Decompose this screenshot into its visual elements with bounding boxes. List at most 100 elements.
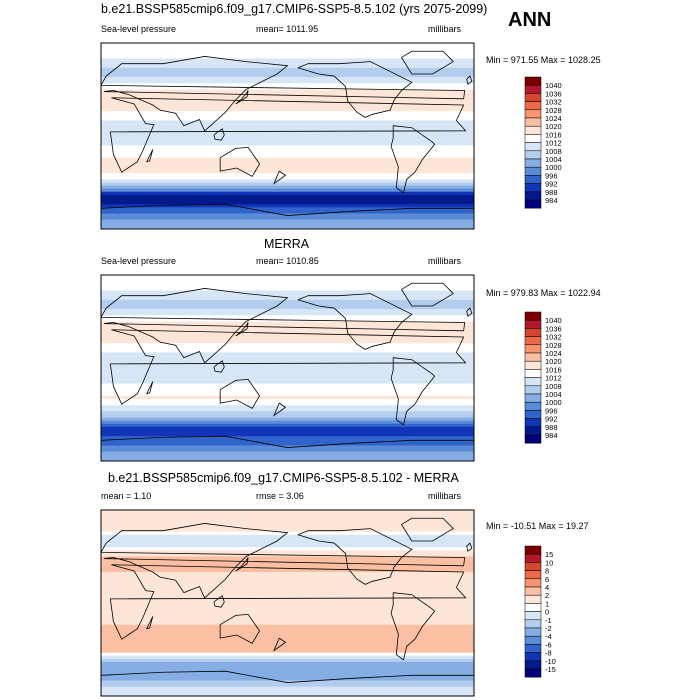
lat-band	[101, 556, 474, 561]
lat-band	[101, 70, 474, 75]
colorbar-box	[524, 158, 542, 168]
coastline	[109, 97, 467, 173]
lat-band	[101, 194, 474, 199]
coastline	[109, 564, 467, 640]
colorbar-tick-label: 4	[545, 583, 549, 592]
lat-band	[101, 448, 474, 453]
lat-band	[101, 671, 474, 675]
lat-band	[101, 599, 474, 604]
lat-band	[101, 64, 474, 69]
lat-band	[101, 111, 474, 115]
lat-band	[101, 148, 474, 153]
colorbar-tick-label: 1004	[545, 390, 562, 399]
lat-band	[101, 299, 474, 304]
lat-band	[101, 562, 474, 567]
lat-band	[101, 411, 474, 416]
coastline	[213, 595, 225, 608]
colorbar-box	[524, 668, 542, 678]
lat-band	[101, 433, 474, 437]
lat-band	[101, 139, 474, 143]
lat-band	[101, 204, 474, 208]
lat-band	[101, 117, 474, 122]
lat-band	[101, 337, 474, 341]
lat-band	[101, 364, 474, 369]
lat-band	[101, 167, 474, 171]
lat-band	[101, 132, 474, 137]
panel3-minmax: Min = -10.51 Max = 19.27	[486, 521, 589, 531]
lat-band	[101, 157, 474, 162]
panel2-left-label: Sea-level pressure	[101, 256, 177, 266]
coastline	[235, 90, 249, 105]
lat-band	[101, 98, 474, 103]
lat-band	[101, 652, 474, 657]
colorbar-box	[524, 360, 542, 370]
lat-band	[101, 537, 474, 542]
lat-band	[101, 590, 474, 595]
colorbar-box	[524, 125, 542, 135]
lat-band	[101, 176, 474, 180]
lat-band	[101, 77, 474, 81]
lat-band	[101, 457, 474, 461]
coastline	[219, 613, 260, 644]
lat-band	[101, 630, 474, 635]
lat-band	[101, 634, 474, 638]
lat-band	[101, 290, 474, 295]
colorbar-box	[524, 418, 542, 428]
coastline	[297, 61, 413, 118]
lat-band	[101, 399, 474, 403]
coastline	[109, 329, 467, 405]
lat-band	[101, 198, 474, 202]
lat-band	[101, 683, 474, 688]
lat-band	[101, 275, 474, 279]
lat-band	[101, 547, 474, 551]
colorbar-box	[524, 635, 542, 645]
lat-band	[101, 296, 474, 301]
colorbar-tick-label: 1028	[545, 341, 562, 350]
lat-band	[101, 160, 474, 165]
colorbar-box	[524, 545, 542, 555]
colorbar-box	[524, 93, 542, 102]
map-panel-2	[100, 274, 475, 462]
coastline	[273, 170, 287, 185]
lat-band	[101, 225, 474, 229]
coastline	[235, 322, 249, 337]
lat-band	[101, 126, 474, 131]
colorbar-2: 1040103610321028102410201016101210081004…	[524, 311, 562, 444]
panel1-center-label: mean= 1011.95	[256, 24, 319, 34]
lat-band	[101, 114, 474, 118]
colorbar-box	[524, 101, 542, 111]
coastline	[273, 637, 287, 652]
lat-band	[101, 105, 474, 109]
coastline	[466, 542, 473, 552]
lat-band	[101, 306, 474, 310]
lat-band	[101, 417, 474, 422]
lat-band	[101, 565, 474, 570]
coastline	[146, 616, 154, 630]
lat-band	[101, 637, 474, 641]
panel3-right-label: millibars	[428, 491, 462, 501]
lat-band	[101, 123, 474, 128]
coastline	[297, 293, 413, 350]
colorbar-tick-label: 1032	[545, 333, 562, 342]
lat-band	[101, 408, 474, 412]
lat-band	[101, 95, 474, 100]
lat-band	[101, 58, 474, 63]
colorbar-tick-label: 992	[545, 180, 558, 189]
colorbar-box	[524, 191, 542, 201]
lat-band	[101, 278, 474, 282]
colorbar-box	[524, 377, 542, 387]
colorbar-tick-label: 1016	[545, 130, 562, 139]
lat-band	[101, 216, 474, 221]
map-frame	[100, 274, 475, 462]
lat-band	[101, 154, 474, 159]
colorbar-box	[524, 336, 542, 346]
colorbar-tick-label: 1000	[545, 398, 562, 407]
lat-band	[101, 67, 474, 72]
lat-band	[101, 624, 474, 629]
lat-band	[101, 516, 474, 520]
lat-band	[101, 612, 474, 616]
lat-band	[101, 609, 474, 613]
coastline	[101, 670, 474, 683]
lat-band	[101, 544, 474, 548]
lat-band	[101, 89, 474, 94]
